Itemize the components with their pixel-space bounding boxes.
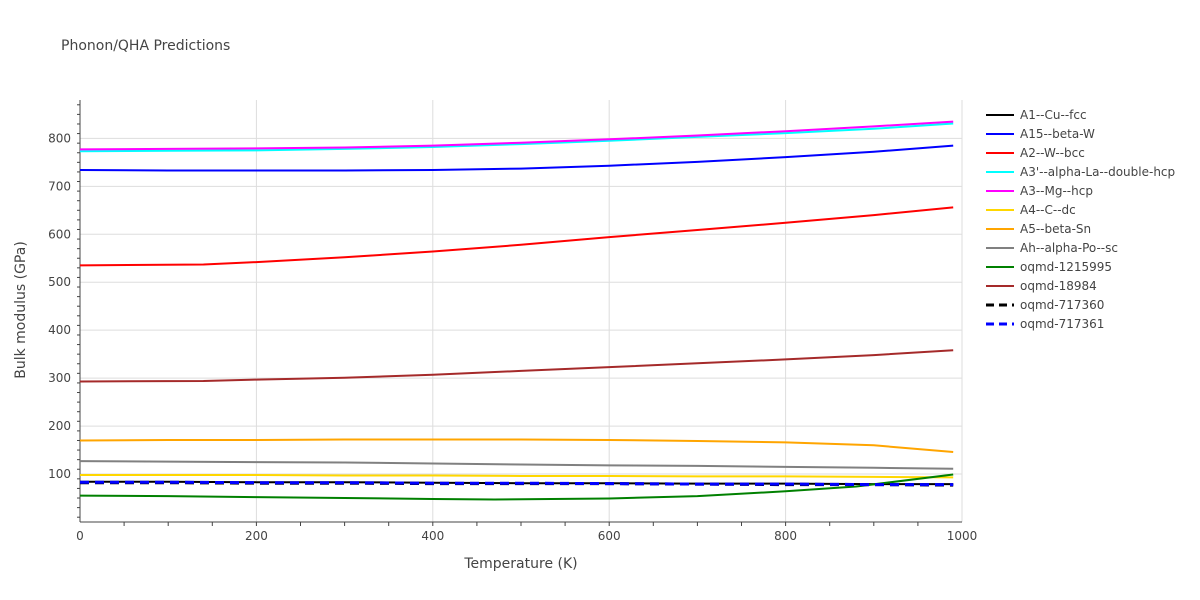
x-tick-labels: 0 200 400 600 800 1000 bbox=[76, 529, 977, 543]
y-tick-label: 500 bbox=[48, 275, 71, 289]
y-axis-label: Bulk modulus (GPa) bbox=[13, 241, 29, 379]
x-tick-label: 1000 bbox=[947, 529, 978, 543]
plot-area bbox=[79, 120, 954, 501]
legend-item-oqmd-717360[interactable]: oqmd-717360 bbox=[986, 298, 1104, 312]
series-line-a15-beta-w bbox=[79, 144, 954, 172]
legend-item-oqmd-1215995[interactable]: oqmd-1215995 bbox=[986, 260, 1112, 274]
legend-label: A15--beta-W bbox=[1020, 127, 1095, 141]
series-line-a2-w-bcc bbox=[79, 206, 954, 267]
legend-item-a2-w-bcc[interactable]: A2--W--bcc bbox=[986, 146, 1085, 160]
series-line-a4-c-dc bbox=[80, 474, 954, 479]
series-line-a3-mg-hcp bbox=[79, 120, 954, 151]
legend[interactable]: A1--Cu--fcc A15--beta-W A2--W--bcc A3'--alp… bbox=[986, 108, 1175, 331]
legend-item-oqmd-717361[interactable]: oqmd-717361 bbox=[986, 317, 1104, 331]
legend-label: Ah--alpha-Po--sc bbox=[1020, 241, 1118, 255]
legend-label: oqmd-18984 bbox=[1020, 279, 1097, 293]
grid bbox=[80, 100, 963, 522]
series-line-oqmd-717361 bbox=[80, 480, 954, 487]
legend-item-a15-beta-w[interactable]: A15--beta-W bbox=[986, 127, 1095, 141]
x-tick-label: 800 bbox=[774, 529, 797, 543]
series-line-ah-alpha-po-sc bbox=[79, 460, 954, 470]
chart-title: Phonon/QHA Predictions bbox=[61, 38, 230, 54]
legend-label: oqmd-1215995 bbox=[1020, 260, 1112, 274]
x-tick-label: 400 bbox=[421, 529, 444, 543]
series-line-a3-alpha-la-double-hcp bbox=[79, 122, 954, 153]
legend-item-ah-alpha-po-sc[interactable]: Ah--alpha-Po--sc bbox=[986, 241, 1118, 255]
legend-item-oqmd-18984[interactable]: oqmd-18984 bbox=[986, 279, 1097, 293]
y-tick-labels: 100 200 300 400 500 600 700 800 bbox=[48, 131, 71, 481]
y-tick-label: 400 bbox=[48, 323, 71, 337]
legend-item-a4-c-dc[interactable]: A4--C--dc bbox=[986, 203, 1076, 217]
y-tick-label: 700 bbox=[48, 179, 71, 193]
x-axis-label: Temperature (K) bbox=[463, 556, 577, 572]
legend-item-a5-beta-sn[interactable]: A5--beta-Sn bbox=[986, 222, 1091, 236]
x-tick-label: 600 bbox=[598, 529, 621, 543]
legend-label: A5--beta-Sn bbox=[1020, 222, 1091, 236]
y-tick-label: 800 bbox=[48, 131, 71, 145]
y-tick-label: 600 bbox=[48, 227, 71, 241]
legend-item-a3-mg-hcp[interactable]: A3--Mg--hcp bbox=[986, 184, 1093, 198]
series-line-oqmd-18984 bbox=[79, 349, 954, 383]
legend-label: A3--Mg--hcp bbox=[1020, 184, 1093, 198]
legend-label: A2--W--bcc bbox=[1020, 146, 1085, 160]
series-line-a5-beta-sn bbox=[79, 438, 954, 453]
x-tick-label: 0 bbox=[76, 529, 84, 543]
legend-label: A4--C--dc bbox=[1020, 203, 1076, 217]
y-tick-label: 100 bbox=[48, 467, 71, 481]
legend-item-a3-alpha-la-double-hcp[interactable]: A3'--alpha-La--double-hcp bbox=[986, 165, 1175, 179]
legend-item-a1-cu-fcc[interactable]: A1--Cu--fcc bbox=[986, 108, 1087, 122]
legend-label: oqmd-717361 bbox=[1020, 317, 1104, 331]
legend-label: A1--Cu--fcc bbox=[1020, 108, 1087, 122]
x-tick-label: 200 bbox=[245, 529, 268, 543]
y-tick-label: 300 bbox=[48, 371, 71, 385]
y-tick-label: 200 bbox=[48, 419, 71, 433]
series-line-oqmd-1215995 bbox=[79, 473, 954, 501]
legend-label: A3'--alpha-La--double-hcp bbox=[1020, 165, 1175, 179]
legend-label: oqmd-717360 bbox=[1020, 298, 1104, 312]
